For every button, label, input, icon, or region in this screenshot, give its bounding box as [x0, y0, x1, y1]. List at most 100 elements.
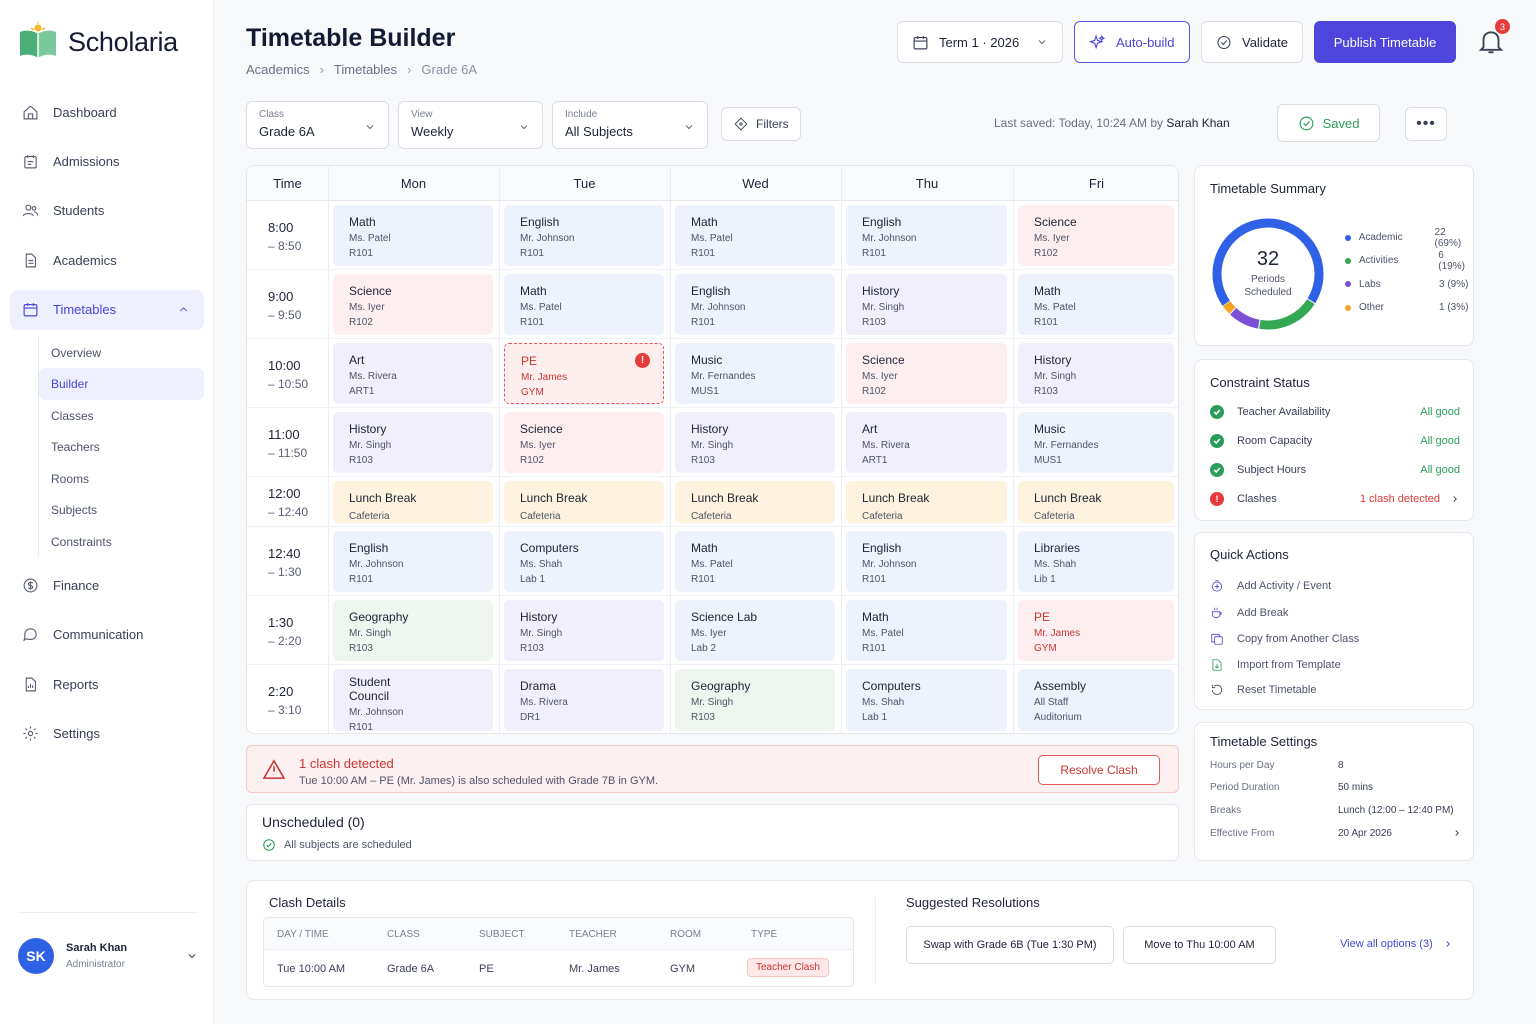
nav-dashboard[interactable]: Dashboard — [10, 92, 204, 132]
timetable-cell[interactable]: Science Lab Ms. Iyer Lab 2 — [675, 600, 835, 661]
period-row — [247, 527, 1178, 596]
divider — [18, 912, 198, 913]
timetable-cell[interactable]: Science Ms. Iyer R102 — [333, 274, 493, 335]
quick-action-label: Reset Timetable — [1237, 684, 1317, 696]
move-resolution-button[interactable]: Move to Thu 10:00 AM — [1123, 926, 1276, 964]
timetable-cell[interactable]: Science Ms. Iyer R102 — [846, 343, 1007, 404]
timetable-cell[interactable]: History Mr. Singh R103 — [504, 600, 664, 661]
timetable-cell[interactable]: Math Ms. Patel R101 — [675, 531, 835, 592]
timetable-cell[interactable]: English Mr. Johnson R101 — [504, 205, 664, 266]
app-logo[interactable]: Scholaria — [18, 22, 178, 62]
subnav-subjects[interactable]: Subjects — [51, 503, 98, 518]
timetable-cell[interactable]: Math Ms. Patel R101 — [675, 205, 835, 266]
timetable-cell[interactable]: Art Ms. Rivera ART1 — [333, 343, 493, 404]
lunch-break-cell[interactable]: Lunch Break Cafeteria — [504, 481, 664, 523]
cell-room: R103 — [349, 643, 373, 654]
timetable-cell[interactable]: English Mr. Johnson R101 — [846, 531, 1007, 592]
import-template-action[interactable]: Import from Template — [1210, 658, 1341, 672]
user-menu[interactable]: SK Sarah Khan Administrator — [18, 938, 198, 974]
timetable-cell[interactable]: Math Ms. Patel R101 — [846, 600, 1007, 661]
nav-students[interactable]: Students — [10, 191, 204, 231]
add-break-action[interactable]: Add Break — [1210, 606, 1288, 620]
subnav-teachers[interactable]: Teachers — [51, 440, 100, 455]
lunch-break-cell[interactable]: Lunch Break Cafeteria — [846, 481, 1007, 523]
publish-timetable-button[interactable]: Publish Timetable — [1314, 21, 1456, 63]
legend-value: 1 (3%) — [1439, 302, 1469, 314]
timetable-cell[interactable]: Drama Ms. Rivera DR1 — [504, 669, 664, 731]
view-all-options-link[interactable]: View all options (3) — [1340, 938, 1453, 950]
include-select[interactable]: Include All Subjects — [552, 101, 708, 149]
timetable-cell[interactable]: Science Ms. Iyer R102 — [504, 412, 664, 473]
timetable-cell[interactable]: Computers Ms. Shah Lab 1 — [846, 669, 1007, 731]
lunch-break-cell[interactable]: Lunch Break Cafeteria — [675, 481, 835, 523]
resolve-clash-button[interactable]: Resolve Clash — [1038, 755, 1160, 785]
timetable-cell[interactable]: English Mr. Johnson R101 — [675, 274, 835, 335]
timetable-cell[interactable]: Math Ms. Patel R101 — [504, 274, 664, 335]
nav-admissions[interactable]: Admissions — [10, 141, 204, 181]
timetable-cell[interactable]: Music Mr. Fernandes MUS1 — [675, 343, 835, 404]
subnav-rooms[interactable]: Rooms — [51, 471, 90, 486]
timetable-cell[interactable]: Art Ms. Rivera ART1 — [846, 412, 1007, 473]
timetable-cell[interactable]: Computers Ms. Shah Lab 1 — [504, 531, 664, 592]
timetable-cell[interactable]: Geography Mr. Singh R103 — [675, 669, 835, 731]
timetable-cell[interactable]: Science Ms. Iyer R102 — [1018, 205, 1174, 266]
users-icon — [22, 204, 39, 217]
timetable-cell[interactable]: Assembly All Staff Auditorium — [1018, 669, 1174, 731]
timetable-cell[interactable]: History Mr. Singh R103 — [675, 412, 835, 473]
class-select[interactable]: Class Grade 6A — [246, 101, 389, 149]
setting-row-effective[interactable]: Effective From 20 Apr 2026 — [1210, 828, 1462, 839]
term-select[interactable]: Term 1 · 2026 — [897, 21, 1063, 63]
auto-build-button[interactable]: Auto-build — [1074, 21, 1190, 63]
timetable-cell[interactable]: English Mr. Johnson R101 — [333, 531, 493, 592]
cell-room: R103 — [862, 317, 886, 328]
add-activity-action[interactable]: Add Activity / Event — [1210, 579, 1331, 593]
breadcrumb-timetables[interactable]: Timetables — [333, 62, 398, 77]
subnav-classes[interactable]: Classes — [51, 408, 94, 423]
subnav-builder[interactable]: Builder — [39, 368, 204, 400]
time-end: – 12:40 — [268, 505, 309, 519]
filters-button[interactable]: Filters — [721, 107, 801, 141]
nav-communication[interactable]: Communication — [10, 615, 204, 655]
bell-icon[interactable] — [1476, 26, 1506, 56]
swap-resolution-button[interactable]: Swap with Grade 6B (Tue 1:30 PM) — [906, 926, 1114, 964]
timetable-cell[interactable]: Student Council Mr. Johnson R101 — [333, 669, 493, 731]
nav-timetables[interactable]: Timetables — [10, 289, 204, 330]
timetable-cell[interactable]: History Mr. Singh R103 — [846, 274, 1007, 335]
timetable-cell[interactable]: English Mr. Johnson R101 — [846, 205, 1007, 266]
setting-key: Effective From — [1210, 828, 1275, 839]
subnav-constraints[interactable]: Constraints — [51, 534, 112, 549]
more-options-button[interactable]: ••• — [1405, 107, 1447, 141]
lunch-break-cell[interactable]: Lunch Break Cafeteria — [1018, 481, 1174, 523]
timetable-cell[interactable]: Music Mr. Fernandes MUS1 — [1018, 412, 1174, 473]
timetable-cell[interactable]: History Mr. Singh R103 — [333, 412, 493, 473]
copy-class-action[interactable]: Copy from Another Class — [1210, 632, 1359, 646]
cell-room: R102 — [1034, 248, 1058, 259]
timetable-cell[interactable]: Math Ms. Patel R101 — [1018, 274, 1174, 335]
nav-finance[interactable]: Finance — [10, 565, 204, 605]
validate-button[interactable]: Validate — [1201, 21, 1303, 63]
column-divider — [841, 166, 842, 733]
reset-timetable-action[interactable]: Reset Timetable — [1210, 683, 1316, 697]
lunch-break-cell[interactable]: Lunch Break Cafeteria — [333, 481, 493, 523]
cell-room: R101 — [349, 248, 373, 259]
timetable-cell[interactable]: PE Mr. James GYM — [1018, 600, 1174, 661]
timetable-cell[interactable]: Math Ms. Patel R101 — [333, 205, 493, 266]
timetable-cell[interactable]: Libraries Ms. Shah Lib 1 — [1018, 531, 1174, 592]
nav-settings[interactable]: Settings — [10, 714, 204, 754]
subnav-overview[interactable]: Overview — [51, 345, 102, 360]
cell-subject: History — [1034, 353, 1072, 367]
clash-alert: 1 clash detected Tue 10:00 AM – PE (Mr. … — [246, 745, 1179, 793]
constraint-row-clashes[interactable]: ! Clashes 1 clash detected — [1210, 492, 1460, 506]
timetable-cell-clash[interactable]: PE Mr. James GYM! — [504, 343, 664, 404]
col-header: TYPE — [751, 929, 778, 940]
nav-reports[interactable]: Reports — [10, 664, 204, 704]
nav-academics[interactable]: Academics — [10, 240, 204, 280]
cell-room: GYM — [1034, 643, 1057, 654]
last-saved-user: Sarah Khan — [1166, 116, 1230, 130]
timetable-cell[interactable]: Geography Mr. Singh R103 — [333, 600, 493, 661]
view-select[interactable]: View Weekly — [398, 101, 543, 149]
timetable-cell[interactable]: History Mr. Singh R103 — [1018, 343, 1174, 404]
breadcrumb-separator-icon: › — [319, 62, 324, 77]
breadcrumb-academics[interactable]: Academics — [246, 62, 310, 77]
saved-status-button[interactable]: Saved — [1277, 104, 1380, 142]
